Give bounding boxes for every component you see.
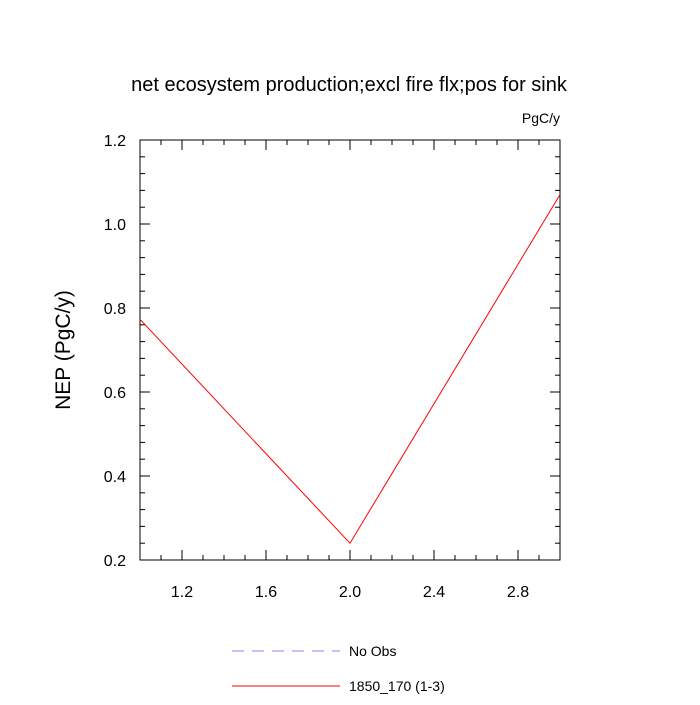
y-axis-label: NEP (PgC/y) <box>52 290 75 410</box>
y-tick-label: 0.6 <box>104 385 126 402</box>
x-tick-label: 1.6 <box>255 584 277 601</box>
legend-label: 1850_170 (1-3) <box>349 678 445 694</box>
y-tick-label: 0.4 <box>104 469 126 486</box>
series-line <box>139 194 561 545</box>
ticks-layer: 1.2 1.6 2.0 2.4 2.8 0.2 0.4 0.6 0.8 1.0 1.2 <box>104 133 560 601</box>
x-tick-label: 2.4 <box>423 584 445 601</box>
x-tick-label: 2.0 <box>339 584 361 601</box>
legend: No Obs 1850_170 (1-3) <box>232 643 445 694</box>
x-tick-label: 1.2 <box>171 584 193 601</box>
plot-frame <box>139 139 561 561</box>
y-tick-label: 1.0 <box>104 217 126 234</box>
chart-title: net ecosystem production;excl fire flx;p… <box>131 74 568 96</box>
y-tick-label: 0.8 <box>104 301 126 318</box>
x-tick-label: 2.8 <box>507 584 529 601</box>
units-label: PgC/y <box>522 110 560 126</box>
y-tick-label: 0.2 <box>104 553 126 570</box>
legend-label: No Obs <box>349 643 396 659</box>
y-tick-label: 1.2 <box>104 133 126 150</box>
series-layer <box>139 194 561 545</box>
